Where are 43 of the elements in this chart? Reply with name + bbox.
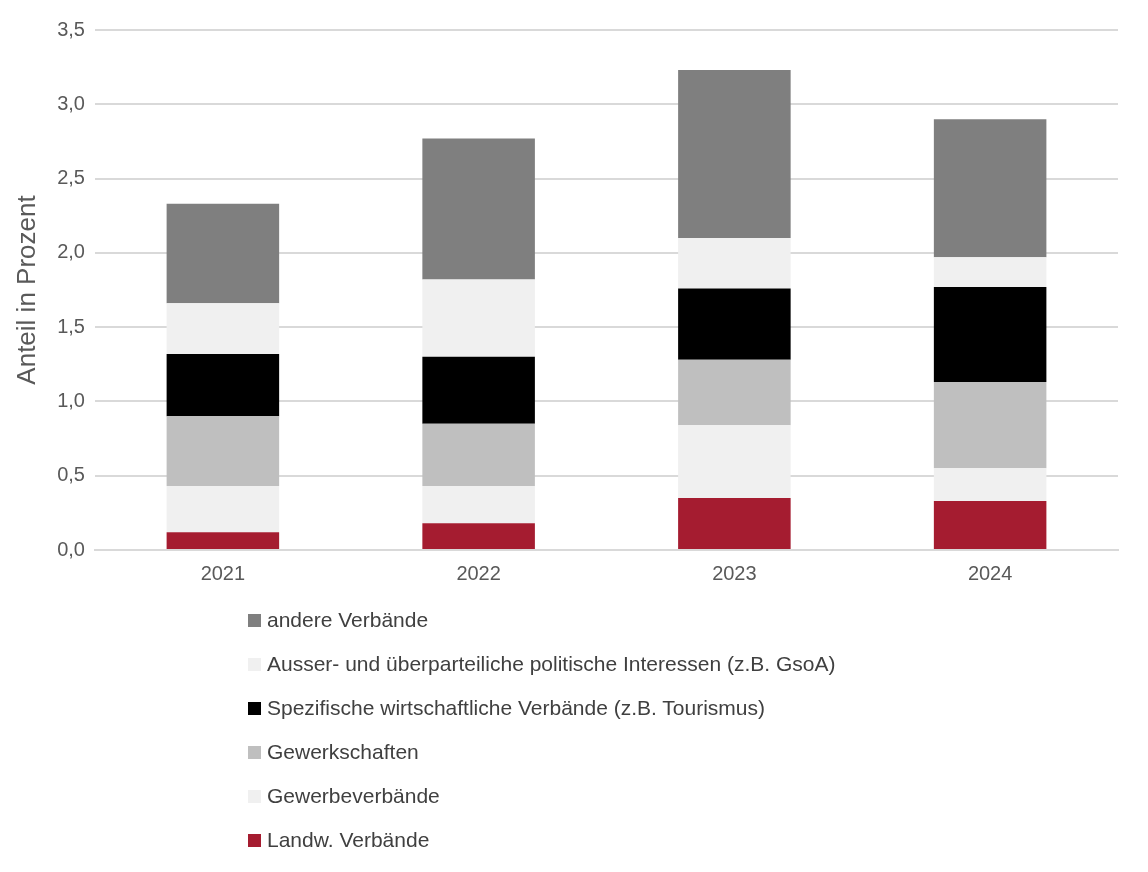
bar [933,257,1047,288]
legend-label: Ausser- und überparteiliche politische Interessen (z.B. GsoA) [267,652,836,676]
bar [678,425,791,498]
bar [678,70,791,238]
x-tick-label: 2022 [456,561,501,584]
bar [166,416,280,487]
bar [678,238,791,289]
y-tick-label: 0,0 [57,537,85,560]
y-tick-label: 3,5 [57,17,85,40]
bar [422,279,535,357]
x-tick-label: 2023 [712,561,757,584]
bar [933,382,1047,469]
legend-label: andere Verbände [267,608,429,632]
y-tick-label: 0,5 [57,463,85,486]
legend-label: Gewerkschaften [267,740,419,764]
y-tick-label: 2,0 [57,240,85,263]
bar [422,356,535,424]
y-tick-label: 1,0 [57,388,85,411]
bar [678,498,791,549]
bar [933,287,1047,383]
y-tick-label: 1,5 [57,314,85,337]
x-tick-label: 2024 [967,561,1013,584]
y-tick-label: 3,0 [57,91,85,114]
bar [166,486,280,533]
bar [166,303,280,354]
legend-label: Gewerbeverbände [267,784,440,808]
bar [678,359,791,426]
bar [422,423,535,487]
x-tick-label: 2021 [200,561,246,584]
bar [166,532,280,549]
y-tick-label: 2,5 [57,166,85,189]
bar [678,288,791,360]
bar [933,119,1047,258]
y-axis-title: Anteil in Prozent [10,194,41,385]
bar [166,353,280,417]
bar [933,500,1047,549]
legend-label: Spezifische wirtschaftliche Verbände (z.B. Tourismus) [267,696,765,720]
legend-label: Landw. Verbände [267,828,430,852]
bar [422,486,535,524]
bar [422,523,535,549]
bar [933,468,1047,501]
bar [422,138,535,280]
bar [166,203,280,304]
